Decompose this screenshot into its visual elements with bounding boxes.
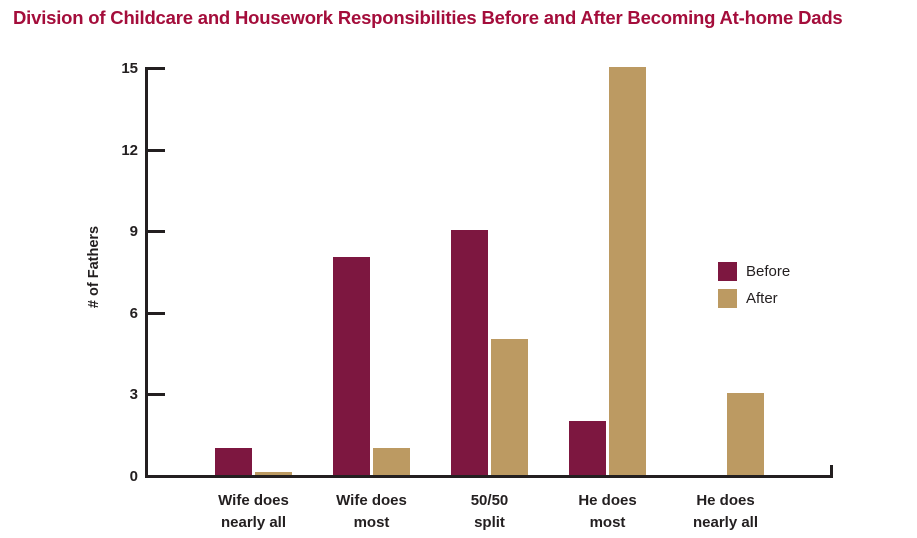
x-category-label: Wife does most <box>302 490 442 534</box>
x-category-label-line: Wife does <box>218 492 289 509</box>
bar-before-3 <box>451 230 488 475</box>
x-category-label-line: Wife does <box>336 492 407 509</box>
y-tick-label: 3 <box>129 386 138 403</box>
x-category-label-line: He does <box>578 492 637 509</box>
legend: Before After <box>718 262 790 316</box>
y-tick-label: 12 <box>121 142 138 159</box>
bar-after-4 <box>609 67 646 475</box>
y-tick-label: 9 <box>129 223 138 240</box>
legend-label-after: After <box>746 290 778 307</box>
legend-item-after: After <box>718 289 790 308</box>
bar-after-3 <box>491 339 528 475</box>
legend-item-before: Before <box>718 262 790 281</box>
legend-swatch-before-icon <box>718 262 737 281</box>
y-tick-mark <box>148 67 165 70</box>
x-category-label: He does most <box>538 490 678 534</box>
x-category-label-line: 50/50 <box>470 492 509 509</box>
y-tick-label: 6 <box>129 305 138 322</box>
x-category-label: He does nearly all <box>656 490 796 534</box>
legend-label-before: Before <box>746 263 791 280</box>
bar-after-1 <box>255 472 292 475</box>
bar-before-2 <box>333 257 370 475</box>
y-tick-label: 15 <box>121 60 138 77</box>
x-category-label: 50/50 split <box>420 490 560 534</box>
bar-before-1 <box>215 448 252 475</box>
y-tick-mark <box>148 149 165 152</box>
bar-after-5 <box>727 393 764 475</box>
chart-title: Division of Childcare and Housework Resp… <box>13 7 843 28</box>
bar-after-2 <box>373 448 410 475</box>
x-category-label-line: most <box>589 514 626 531</box>
x-category-label-line: split <box>474 514 505 531</box>
x-category-label-line: He does <box>696 492 755 509</box>
y-tick-label: 0 <box>129 468 138 485</box>
legend-swatch-after-icon <box>718 289 737 308</box>
x-axis-line <box>145 475 833 478</box>
y-tick-mark <box>148 393 165 396</box>
x-axis-end-tick <box>830 465 833 475</box>
x-category-label-line: most <box>353 514 390 531</box>
x-category-label: Wife does nearly all <box>184 490 324 534</box>
y-tick-mark <box>148 230 165 233</box>
x-category-label-line: nearly all <box>692 514 759 531</box>
x-category-label-line: nearly all <box>220 514 287 531</box>
y-axis-line <box>145 67 148 478</box>
bar-before-4 <box>569 421 606 475</box>
y-tick-mark <box>148 312 165 315</box>
